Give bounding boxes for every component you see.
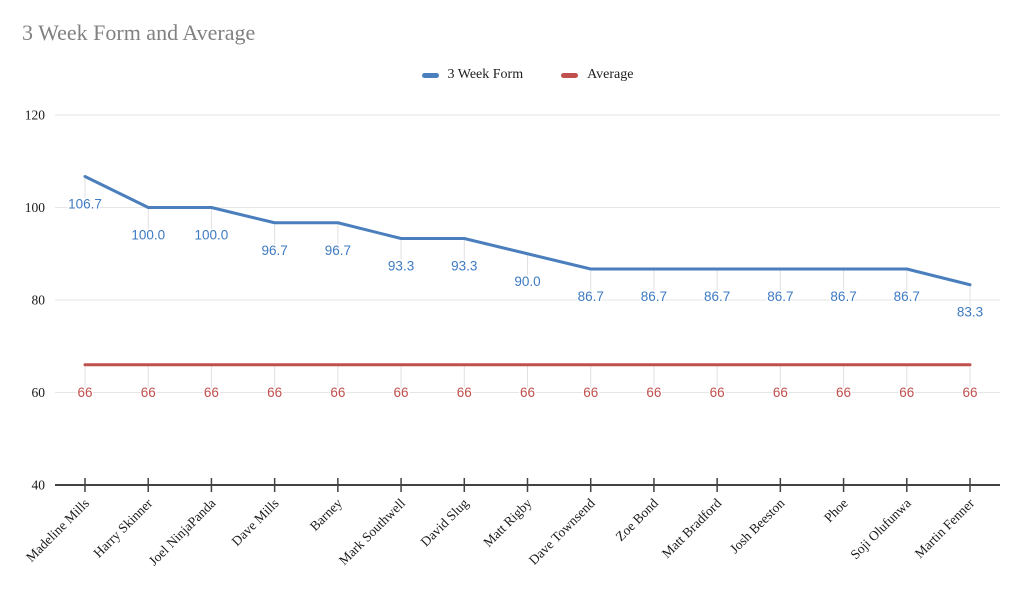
data-label: 66 [773,385,788,400]
data-label: 86.7 [704,289,730,304]
x-axis-category-label: Harry Skinner [90,495,155,560]
x-axis-category-label: Martin Fenner [912,495,978,561]
chart-legend: 3 Week Form Average [55,67,1000,83]
x-axis-category-label: Matt Bradford [659,495,725,561]
data-label: 66 [204,385,219,400]
legend-swatch-average-icon [561,72,579,78]
data-label: 66 [330,385,345,400]
x-axis-category-label: Joel NinjaPanda [146,496,219,569]
legend-item-3-week-form: 3 Week Form [421,67,524,83]
data-label: 66 [77,385,92,400]
x-axis-category-label: Phoe [821,496,851,526]
x-axis-category-label: Zoe Bond [613,495,662,544]
data-label: 66 [457,385,472,400]
data-label: 66 [141,385,156,400]
legend-label-average: Average [587,67,634,82]
data-labels: 106.7 100.0 100.0 96.7 96.7 93.3 93.3 90.0 86.7 8… [67,195,985,401]
y-axis-labels: 40 60 80 100 120 [25,108,46,493]
data-label: 93.3 [388,258,414,273]
x-axis-category-label: Barney [307,495,345,533]
data-label: 66 [583,385,598,400]
x-axis-category-label: Madeline Mills [23,496,92,565]
data-label: 100.0 [195,228,229,243]
data-label: 83.3 [957,305,983,320]
data-label: 96.7 [325,243,351,258]
x-axis-category-label: Matt Rigby [480,495,535,550]
x-axis-category-label: Soji Olufunwa [847,496,914,563]
data-label: 100.0 [131,228,165,243]
data-label: 86.7 [830,289,856,304]
data-label: 66 [646,385,661,400]
chart-title: 3 Week Form and Average [22,20,256,45]
legend-item-average: Average [561,67,633,83]
data-label: 66 [710,385,725,400]
x-axis-category-label: Mark Southwell [336,495,409,568]
x-axis-category-label: Dave Townsend [526,495,598,567]
data-label-drop-lines [84,176,971,395]
y-axis-tick-label: 80 [32,293,46,308]
data-label: 96.7 [262,243,288,258]
data-label: 86.7 [578,289,604,304]
y-axis-tick-label: 120 [25,108,46,123]
y-axis-tick-label: 60 [32,385,46,400]
data-label: 106.7 [68,197,102,212]
data-label: 86.7 [767,289,793,304]
data-label: 66 [836,385,851,400]
data-label: 66 [394,385,409,400]
y-axis-tick-label: 100 [25,200,46,215]
x-axis-category-label: Josh Beeston [727,495,788,556]
legend-swatch-3-week-form-icon [421,72,439,78]
x-axis-category-label: David Slug [418,495,472,549]
data-label: 66 [899,385,914,400]
data-label: 66 [267,385,282,400]
data-label: 66 [520,385,535,400]
x-axis [55,478,1000,492]
data-label: 90.0 [514,274,540,289]
data-label: 93.3 [451,258,477,273]
data-label: 66 [962,385,977,400]
series-line-3-week-form [83,175,972,287]
data-label: 86.7 [894,289,920,304]
legend-label-3-week-form: 3 Week Form [447,67,524,82]
y-axis-tick-label: 40 [32,478,46,493]
x-axis-category-label: Dave Mills [228,496,281,549]
data-label: 86.7 [641,289,667,304]
